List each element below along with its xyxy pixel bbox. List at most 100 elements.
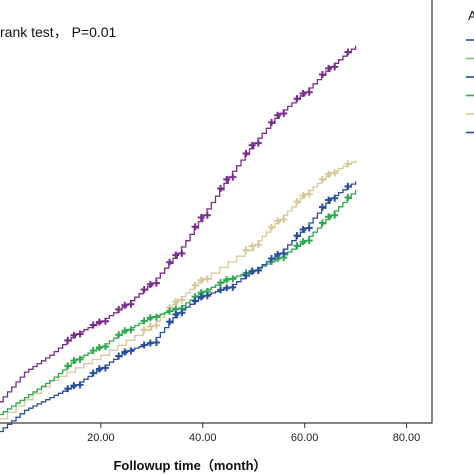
censor-mark bbox=[146, 322, 154, 330]
censor-mark bbox=[325, 170, 333, 178]
censor-mark bbox=[89, 346, 97, 354]
censor-mark bbox=[305, 88, 313, 96]
censor-mark bbox=[344, 48, 352, 56]
censor-mark bbox=[268, 254, 276, 262]
censor-mark bbox=[127, 300, 135, 308]
series-layer bbox=[0, 45, 357, 433]
censor-mark bbox=[254, 139, 262, 147]
censor-mark bbox=[178, 296, 186, 304]
censor-mark bbox=[331, 194, 339, 202]
censor-mark bbox=[280, 109, 288, 117]
legend-title: A bbox=[468, 8, 474, 23]
censor-mark bbox=[191, 281, 199, 289]
censor-mark bbox=[121, 301, 129, 309]
censor-mark bbox=[121, 348, 129, 356]
censor-mark bbox=[146, 339, 154, 347]
censor-mark bbox=[274, 111, 282, 119]
censor-mark bbox=[229, 173, 237, 181]
censor-mark bbox=[197, 276, 205, 284]
x-tick-label: 60.00 bbox=[291, 432, 319, 444]
censor-mark bbox=[254, 266, 262, 274]
censor-mark bbox=[101, 343, 109, 351]
censor-mark bbox=[331, 211, 339, 219]
censor-mark bbox=[70, 382, 78, 390]
censor-mark bbox=[293, 242, 301, 250]
censor-mark bbox=[76, 381, 84, 389]
censor-mark bbox=[95, 343, 103, 351]
censor-mark bbox=[254, 241, 262, 249]
censor-mark bbox=[305, 237, 313, 245]
censor-mark bbox=[64, 362, 72, 370]
censor-mark bbox=[274, 217, 282, 225]
censor-mark bbox=[280, 215, 288, 223]
censor-mark bbox=[152, 321, 160, 329]
censor-mark bbox=[293, 232, 301, 240]
legend-items bbox=[466, 39, 474, 134]
censor-mark bbox=[166, 318, 174, 326]
censor-mark bbox=[89, 321, 97, 329]
censor-mark bbox=[95, 318, 103, 326]
censor-mark bbox=[280, 249, 288, 257]
censor-mark bbox=[76, 355, 84, 363]
censor-mark bbox=[172, 251, 180, 259]
censor-mark bbox=[268, 223, 276, 231]
censor-mark bbox=[203, 292, 211, 300]
censor-mark bbox=[248, 141, 256, 149]
censor-mark bbox=[331, 169, 339, 177]
censor-mark bbox=[344, 182, 352, 190]
censor-mark bbox=[101, 364, 109, 372]
censor-mark bbox=[318, 175, 326, 183]
censor-mark bbox=[318, 219, 326, 227]
censor-mark bbox=[127, 347, 135, 355]
censor-mark bbox=[344, 193, 352, 201]
censor-mark bbox=[242, 271, 250, 279]
censor-mark bbox=[70, 331, 78, 339]
censor-mark bbox=[191, 297, 199, 305]
plot-frame bbox=[0, 0, 433, 424]
censor-mark bbox=[203, 275, 211, 283]
censor-mark bbox=[172, 311, 180, 319]
legend: A bbox=[466, 8, 474, 134]
censor-mark bbox=[146, 314, 154, 322]
x-axis-ticks: 20.00 40.00 60.00 80.00 bbox=[87, 423, 420, 444]
censor-mark bbox=[305, 224, 313, 232]
logrank-annotation: rank test， P=0.01 bbox=[0, 24, 117, 40]
censor-mark bbox=[203, 211, 211, 219]
censor-mark bbox=[293, 198, 301, 206]
censor-mark bbox=[146, 280, 154, 288]
x-tick-label: 40.00 bbox=[189, 432, 217, 444]
censor-mark bbox=[325, 64, 333, 72]
censor-mark bbox=[101, 317, 109, 325]
censor-mark bbox=[166, 307, 174, 315]
censor-mark bbox=[140, 326, 148, 334]
censor-mark bbox=[248, 267, 256, 275]
censor-mark bbox=[152, 279, 160, 287]
censor-mark bbox=[223, 284, 231, 292]
censor-mark bbox=[274, 250, 282, 258]
censor-mark bbox=[152, 313, 160, 321]
series-line bbox=[0, 160, 357, 420]
censor-mark bbox=[89, 369, 97, 377]
plot-area: 20.00 40.00 60.00 80.00 rank test， P=0.01 bbox=[0, 0, 433, 444]
censor-mark bbox=[178, 309, 186, 317]
censor-mark bbox=[172, 298, 180, 306]
censor-mark bbox=[166, 258, 174, 266]
censor-mark bbox=[152, 338, 160, 346]
censor-mark bbox=[217, 286, 225, 294]
censor-mark bbox=[191, 223, 199, 231]
censor-mark bbox=[140, 341, 148, 349]
censor-mark bbox=[217, 185, 225, 193]
censor-mark bbox=[242, 246, 250, 254]
censor-mark bbox=[121, 327, 129, 335]
censor-mark bbox=[70, 357, 78, 365]
censor-mark bbox=[115, 305, 123, 313]
censor-mark bbox=[344, 160, 352, 168]
censor-mark bbox=[305, 190, 313, 198]
censor-mark bbox=[229, 275, 237, 283]
censor-mark bbox=[76, 330, 84, 338]
censor-mark bbox=[140, 317, 148, 325]
censor-mark bbox=[229, 283, 237, 291]
censor-mark bbox=[64, 336, 72, 344]
censor-mark bbox=[197, 214, 205, 222]
